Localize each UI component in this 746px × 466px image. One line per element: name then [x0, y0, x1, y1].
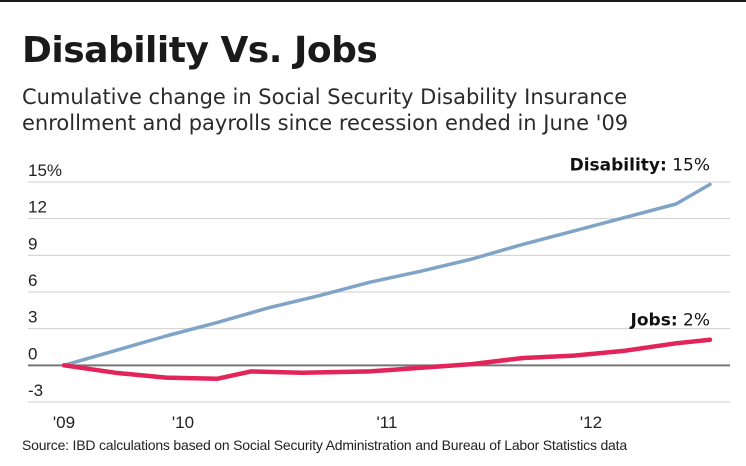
series-labels: Disability: 15% Jobs: 2% — [570, 155, 710, 330]
x-tick-label: '09 — [53, 413, 75, 432]
grid-lines — [28, 181, 730, 403]
chart-subtitle: Cumulative change in Social Security Dis… — [22, 85, 629, 135]
chart-title: Disability Vs. Jobs — [22, 30, 378, 71]
x-axis-ticks: '09 '10 '11 '12 — [53, 413, 602, 432]
y-tick-label: 15% — [28, 161, 62, 180]
y-tick-label: -3 — [28, 381, 43, 400]
source-note: Source: IBD calculations based on Social… — [22, 437, 627, 453]
y-tick-label: 6 — [28, 271, 37, 290]
series-label-disability: Disability: 15% — [570, 155, 710, 175]
y-tick-label: 0 — [28, 344, 37, 363]
y-tick-label: 3 — [28, 308, 37, 327]
x-tick-label: '12 — [580, 413, 602, 432]
series-line-disability — [62, 182, 712, 368]
y-tick-label: 12 — [28, 198, 47, 217]
series-lines — [61, 182, 713, 382]
top-rule — [0, 0, 746, 2]
series-line-jobs — [61, 337, 713, 382]
x-tick-label: '11 — [377, 413, 398, 432]
series-label-jobs: Jobs: 2% — [630, 311, 710, 331]
y-axis-ticks: 15% 12 9 6 3 0 -3 — [28, 161, 62, 400]
x-tick-label: '10 — [172, 413, 194, 432]
y-tick-label: 9 — [28, 234, 37, 253]
